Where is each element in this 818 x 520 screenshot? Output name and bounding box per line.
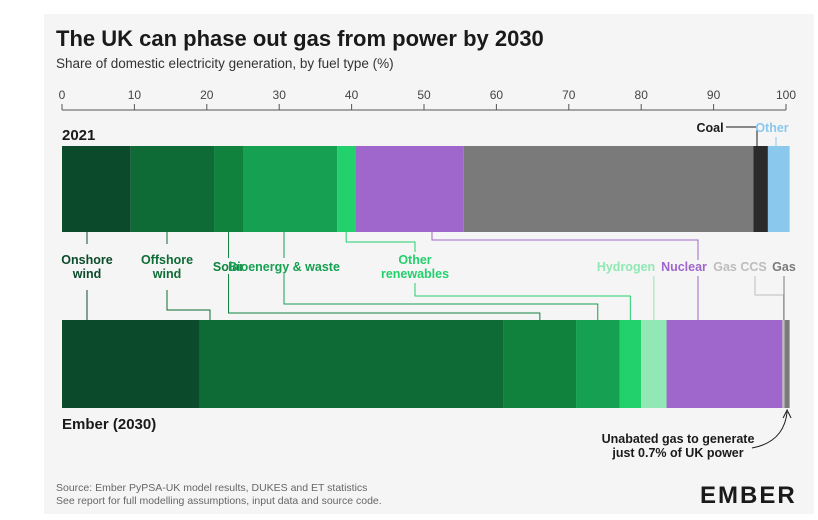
bar-offshore-wind-ember-2030 xyxy=(199,320,504,408)
bar-bioenergy-waste-ember-2030 xyxy=(576,320,620,408)
leader-bioenergy-2030 xyxy=(283,274,599,320)
x-tick-label-40: 40 xyxy=(345,88,359,102)
x-tick-label-90: 90 xyxy=(707,88,721,102)
leader-other-renewables-2021 xyxy=(345,232,416,252)
x-tick-label-80: 80 xyxy=(635,88,649,102)
annotation-arrow-head xyxy=(782,408,792,419)
bar-hydrogen-ember-2030 xyxy=(641,320,667,408)
x-tick-label-0: 0 xyxy=(59,88,66,102)
legend-label-hydrogen: Hydrogen xyxy=(597,260,655,274)
source-note: Source: Ember PyPSA-UK model results, DU… xyxy=(56,482,382,508)
legend-label-solar: Solar xyxy=(213,260,244,274)
category-label-ember-2030: Ember (2030) xyxy=(62,416,156,433)
leader-gas-ccs-2030 xyxy=(754,276,784,320)
bar-other-2021 xyxy=(767,146,790,232)
chart-subtitle: Share of domestic electricity generation… xyxy=(56,56,394,71)
leader-offshore-wind-2030 xyxy=(166,290,211,320)
source-line-1: Source: Ember PyPSA-UK model results, DU… xyxy=(56,482,368,494)
legend-label-other: Other xyxy=(755,121,788,135)
legend-label-gas-ccs: Gas CCS xyxy=(713,260,767,274)
annotation-arrow-line xyxy=(751,411,788,449)
x-tick-label-60: 60 xyxy=(490,88,504,102)
x-tick-label-100: 100 xyxy=(776,88,796,102)
leader-nuclear-2021 xyxy=(431,232,699,260)
chart-title: The UK can phase out gas from power by 2… xyxy=(56,26,544,51)
bar-coal-2021 xyxy=(753,146,768,232)
ember-logo: EMBER xyxy=(700,482,797,509)
legend-label-onshore-wind: Onshore wind xyxy=(61,253,112,281)
bar-onshore-wind-ember-2030 xyxy=(62,320,200,408)
bar-other-renewables-2021 xyxy=(337,146,356,232)
bar-solar-ember-2030 xyxy=(503,320,577,408)
x-tick-label-70: 70 xyxy=(562,88,576,102)
bar-gas-ember-2030 xyxy=(784,320,790,408)
bar-other-renewables-ember-2030 xyxy=(619,320,642,408)
bar-onshore-wind-2021 xyxy=(62,146,131,232)
source-line-2: See report for full modelling assumption… xyxy=(56,495,382,507)
bar-bioenergy-waste-2021 xyxy=(243,146,338,232)
legend-label-coal: Coal xyxy=(696,121,723,135)
leader-other-renewables-2030 xyxy=(414,283,631,320)
bar-nuclear-ember-2030 xyxy=(666,320,783,408)
bar-solar-2021 xyxy=(214,146,243,232)
x-tick-label-10: 10 xyxy=(128,88,142,102)
x-tick-label-50: 50 xyxy=(417,88,431,102)
annotation-text: Unabated gas to generate just 0.7% of UK … xyxy=(602,432,755,460)
legend-label-other-renewables: Other renewables xyxy=(381,253,449,281)
legend-label-offshore-wind: Offshore wind xyxy=(141,253,193,281)
bar-gas-ccs-ember-2030 xyxy=(782,320,785,408)
bar-gas-2021 xyxy=(463,146,754,232)
bar-offshore-wind-2021 xyxy=(130,146,215,232)
bar-nuclear-2021 xyxy=(355,146,464,232)
chart-frame xyxy=(44,14,814,514)
category-label-2021: 2021 xyxy=(62,127,95,144)
legend-label-nuclear: Nuclear xyxy=(661,260,707,274)
leader-coal xyxy=(726,126,758,146)
x-tick-label-20: 20 xyxy=(200,88,214,102)
legend-label-gas: Gas xyxy=(772,260,796,274)
x-tick-label-30: 30 xyxy=(273,88,287,102)
legend-label-bioenergy-waste: Bioenergy & waste xyxy=(228,260,340,274)
leader-solar-2030 xyxy=(228,274,541,320)
